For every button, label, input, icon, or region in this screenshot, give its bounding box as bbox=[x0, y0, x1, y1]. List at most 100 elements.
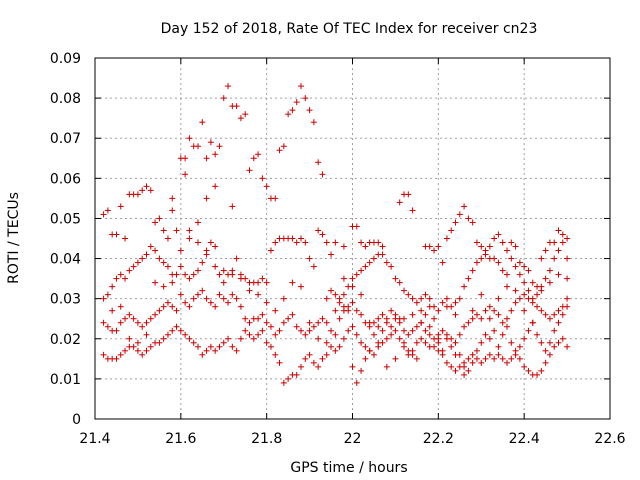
data-point bbox=[126, 267, 133, 274]
data-point bbox=[452, 311, 459, 318]
data-point bbox=[388, 263, 395, 270]
data-point bbox=[246, 331, 253, 338]
data-point bbox=[195, 343, 201, 350]
data-point bbox=[512, 347, 519, 354]
data-point bbox=[508, 355, 515, 362]
data-point bbox=[276, 147, 283, 154]
data-point bbox=[323, 351, 330, 358]
data-point bbox=[186, 335, 193, 342]
data-point bbox=[409, 351, 416, 358]
data-point bbox=[349, 363, 356, 370]
data-point bbox=[298, 363, 304, 370]
data-point bbox=[182, 299, 189, 306]
data-point bbox=[495, 343, 502, 350]
data-point bbox=[104, 323, 111, 330]
data-point bbox=[152, 311, 159, 318]
data-point bbox=[555, 227, 562, 234]
data-point bbox=[521, 363, 528, 370]
data-point bbox=[379, 251, 386, 258]
data-point bbox=[229, 271, 236, 278]
data-point bbox=[212, 303, 219, 310]
data-point bbox=[310, 323, 317, 330]
data-point bbox=[473, 239, 480, 246]
data-point bbox=[237, 335, 244, 342]
data-point bbox=[328, 251, 335, 258]
data-point bbox=[117, 351, 124, 358]
data-point bbox=[169, 327, 176, 334]
data-point bbox=[465, 367, 472, 374]
data-point bbox=[504, 315, 510, 322]
data-point bbox=[439, 299, 446, 306]
data-point bbox=[216, 291, 223, 298]
data-point bbox=[349, 299, 356, 306]
x-tick-label: 22.6 bbox=[594, 431, 625, 447]
data-point bbox=[113, 275, 120, 282]
data-point bbox=[113, 355, 120, 362]
data-point bbox=[250, 155, 257, 162]
data-point bbox=[413, 355, 420, 362]
data-point bbox=[220, 267, 227, 274]
data-point bbox=[431, 247, 438, 254]
data-point bbox=[173, 323, 180, 330]
data-point bbox=[529, 319, 536, 326]
data-point bbox=[512, 243, 519, 250]
data-point bbox=[207, 139, 214, 146]
data-point bbox=[139, 323, 146, 330]
data-point bbox=[173, 227, 180, 234]
data-point bbox=[422, 291, 429, 298]
data-point bbox=[182, 271, 189, 278]
data-point bbox=[315, 319, 322, 326]
data-point bbox=[104, 207, 111, 214]
data-point bbox=[418, 295, 425, 302]
data-point bbox=[263, 279, 270, 286]
data-point bbox=[478, 359, 485, 366]
data-point bbox=[267, 343, 274, 350]
data-point bbox=[353, 331, 360, 338]
data-point bbox=[229, 343, 236, 350]
y-tick-labels: 0 0.01 0.02 0.03 0.04 0.05 0.06 0.07 0.08 0.09 bbox=[50, 51, 81, 428]
data-point bbox=[306, 107, 313, 114]
data-point bbox=[319, 171, 326, 178]
data-point bbox=[362, 243, 369, 250]
data-point bbox=[255, 151, 262, 158]
data-point bbox=[486, 303, 493, 310]
data-point bbox=[358, 311, 365, 318]
data-point bbox=[190, 271, 197, 278]
data-point bbox=[388, 307, 395, 314]
data-point bbox=[516, 271, 523, 278]
data-point bbox=[439, 347, 446, 354]
data-point bbox=[164, 235, 171, 242]
data-point bbox=[564, 255, 571, 262]
data-point bbox=[542, 275, 549, 282]
data-point bbox=[534, 283, 541, 290]
data-point bbox=[525, 367, 532, 374]
data-point bbox=[405, 347, 412, 354]
data-point bbox=[298, 83, 304, 90]
data-point bbox=[366, 259, 373, 266]
data-point bbox=[152, 219, 159, 226]
data-point bbox=[491, 355, 498, 362]
data-point bbox=[358, 291, 365, 298]
data-point bbox=[130, 263, 137, 270]
data-point bbox=[263, 319, 270, 326]
data-point bbox=[246, 167, 253, 174]
data-point bbox=[469, 219, 476, 226]
data-point bbox=[461, 203, 468, 210]
data-point bbox=[302, 95, 309, 102]
data-point bbox=[478, 315, 485, 322]
data-point bbox=[499, 319, 506, 326]
data-point bbox=[276, 327, 283, 334]
data-point bbox=[285, 315, 292, 322]
data-point bbox=[504, 271, 510, 278]
data-point bbox=[293, 239, 300, 246]
data-point bbox=[117, 303, 124, 310]
data-point bbox=[508, 255, 515, 262]
data-point bbox=[486, 335, 493, 342]
data-point bbox=[551, 239, 558, 246]
data-point bbox=[508, 239, 515, 246]
data-point bbox=[203, 295, 210, 302]
data-point bbox=[212, 347, 219, 354]
data-point bbox=[542, 347, 549, 354]
data-point bbox=[426, 303, 433, 310]
data-point bbox=[293, 99, 300, 106]
